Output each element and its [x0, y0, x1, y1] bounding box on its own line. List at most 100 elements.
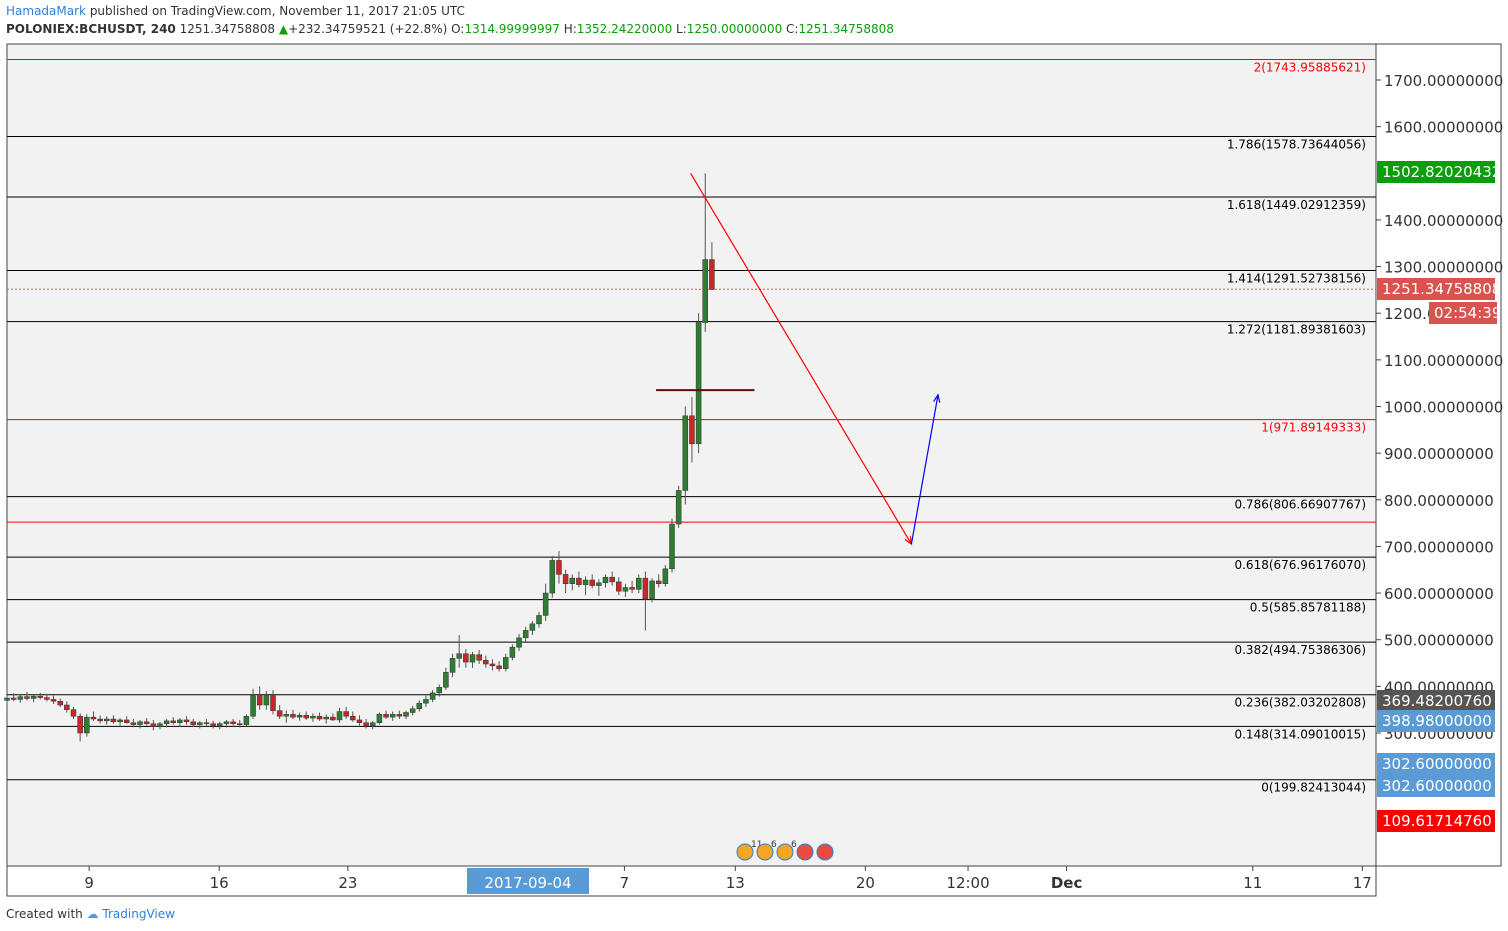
candle-down	[77, 715, 83, 734]
candle-up	[223, 721, 230, 724]
candle-down	[562, 574, 569, 584]
candle-up	[409, 708, 416, 713]
candle-up	[250, 695, 256, 717]
price-tag: 369.48200760	[1377, 689, 1495, 712]
price-tag: 109.61714760	[1377, 809, 1495, 832]
candle-down	[123, 719, 130, 723]
candle-up	[443, 672, 449, 688]
candle-up	[549, 560, 556, 594]
candle-down	[203, 722, 210, 724]
candle-down	[616, 581, 622, 592]
fib-label: 1.272(1181.89381603)	[1227, 323, 1366, 337]
candle-up	[137, 721, 143, 725]
candle-down	[489, 663, 496, 667]
candle-up	[669, 523, 675, 570]
tradingview-link[interactable]: TradingView	[102, 907, 175, 921]
candle-down	[183, 719, 190, 723]
high-label: H:	[563, 22, 577, 36]
candle-down	[629, 587, 635, 590]
candle-down	[143, 721, 150, 724]
candle-up	[449, 658, 456, 673]
candle-down	[483, 659, 489, 665]
fib-label: 0.236(382.03202808)	[1234, 696, 1366, 710]
candle-down	[709, 259, 715, 290]
candle-up	[529, 623, 536, 631]
candle-up	[117, 719, 123, 723]
y-tick-label: 800.00000000	[1384, 492, 1494, 510]
symbol-label: POLONIEX:BCHUSDT, 240	[6, 22, 176, 36]
author-link[interactable]: HamadaMark	[6, 4, 86, 18]
candle-down	[363, 722, 369, 726]
candle-up	[682, 415, 689, 491]
candle-down	[343, 711, 349, 717]
y-tick-label: 900.00000000	[1384, 445, 1494, 463]
candle-down	[642, 577, 649, 599]
candle-up	[542, 592, 549, 616]
candle-up	[436, 687, 442, 694]
x-tick-label: 9	[84, 874, 94, 892]
candle-up	[649, 580, 655, 599]
price-tag: 02:54:39	[1429, 301, 1501, 324]
event-badge-icon	[816, 843, 834, 861]
candle-down	[24, 696, 30, 699]
candle-down	[150, 723, 157, 727]
candle-up	[84, 716, 90, 734]
candle-up	[536, 615, 542, 625]
x-tick-label: 13	[726, 874, 745, 892]
candle-up	[622, 587, 629, 592]
x-tick-label: 20	[856, 874, 875, 892]
x-tick-label: 17	[1353, 874, 1372, 892]
candle-up	[662, 568, 669, 584]
tradingview-logo-icon: ☁	[86, 907, 99, 921]
candle-up	[469, 654, 476, 663]
candle-up	[4, 697, 10, 701]
open-value: 1314.99999997	[464, 22, 560, 36]
price-tag: 302.60000000	[1377, 752, 1495, 775]
candle-up	[104, 718, 110, 722]
candle-up	[702, 259, 708, 323]
candle-up	[217, 723, 223, 726]
event-badge-count: 6	[771, 840, 777, 850]
candle-up	[157, 723, 163, 727]
fib-label: 1(971.89149333)	[1261, 421, 1366, 435]
candle-up	[596, 582, 602, 586]
low-value: 1250.00000000	[686, 22, 783, 36]
candle-up	[336, 711, 343, 721]
published-text: published on TradingView.com, November 1…	[89, 4, 465, 18]
y-tick-label: 1000.00000000	[1384, 399, 1503, 417]
candle-up	[243, 715, 250, 725]
candle-down	[463, 653, 469, 663]
price-tag: 1502.82020432	[1377, 160, 1501, 183]
candle-down	[170, 720, 176, 723]
candle-up	[177, 719, 183, 723]
fib-label: 1.786(1578.73644056)	[1227, 138, 1366, 152]
candle-up	[456, 653, 462, 659]
change-value: +232.34759521 (+22.8%)	[288, 22, 448, 36]
candle-up	[582, 579, 589, 585]
candle-up	[403, 712, 409, 717]
arrow-down	[690, 172, 912, 545]
candle-down	[556, 560, 562, 575]
candle-up	[263, 695, 270, 706]
candle-down	[50, 699, 57, 702]
y-tick-label: 1400.00000000	[1384, 212, 1503, 230]
candle-up	[429, 692, 436, 700]
candle-up	[296, 715, 303, 718]
candle-down	[655, 580, 662, 584]
candle-up	[675, 490, 682, 525]
last-price: 1251.34758808	[179, 22, 276, 36]
candle-down	[350, 715, 356, 721]
candle-up	[695, 322, 702, 445]
x-tick-label: Dec	[1051, 874, 1083, 892]
candle-up	[503, 657, 509, 669]
candle-down	[383, 714, 389, 718]
fib-label: 1.618(1449.02912359)	[1227, 198, 1366, 212]
candle-up	[423, 699, 429, 704]
event-badge-count: 11	[751, 840, 762, 850]
candle-down	[290, 714, 296, 718]
candle-down	[256, 695, 263, 706]
y-tick-label: 1200.0	[1384, 305, 1437, 323]
candle-down	[270, 695, 276, 711]
price-tag: 1251.34758808	[1377, 278, 1501, 301]
